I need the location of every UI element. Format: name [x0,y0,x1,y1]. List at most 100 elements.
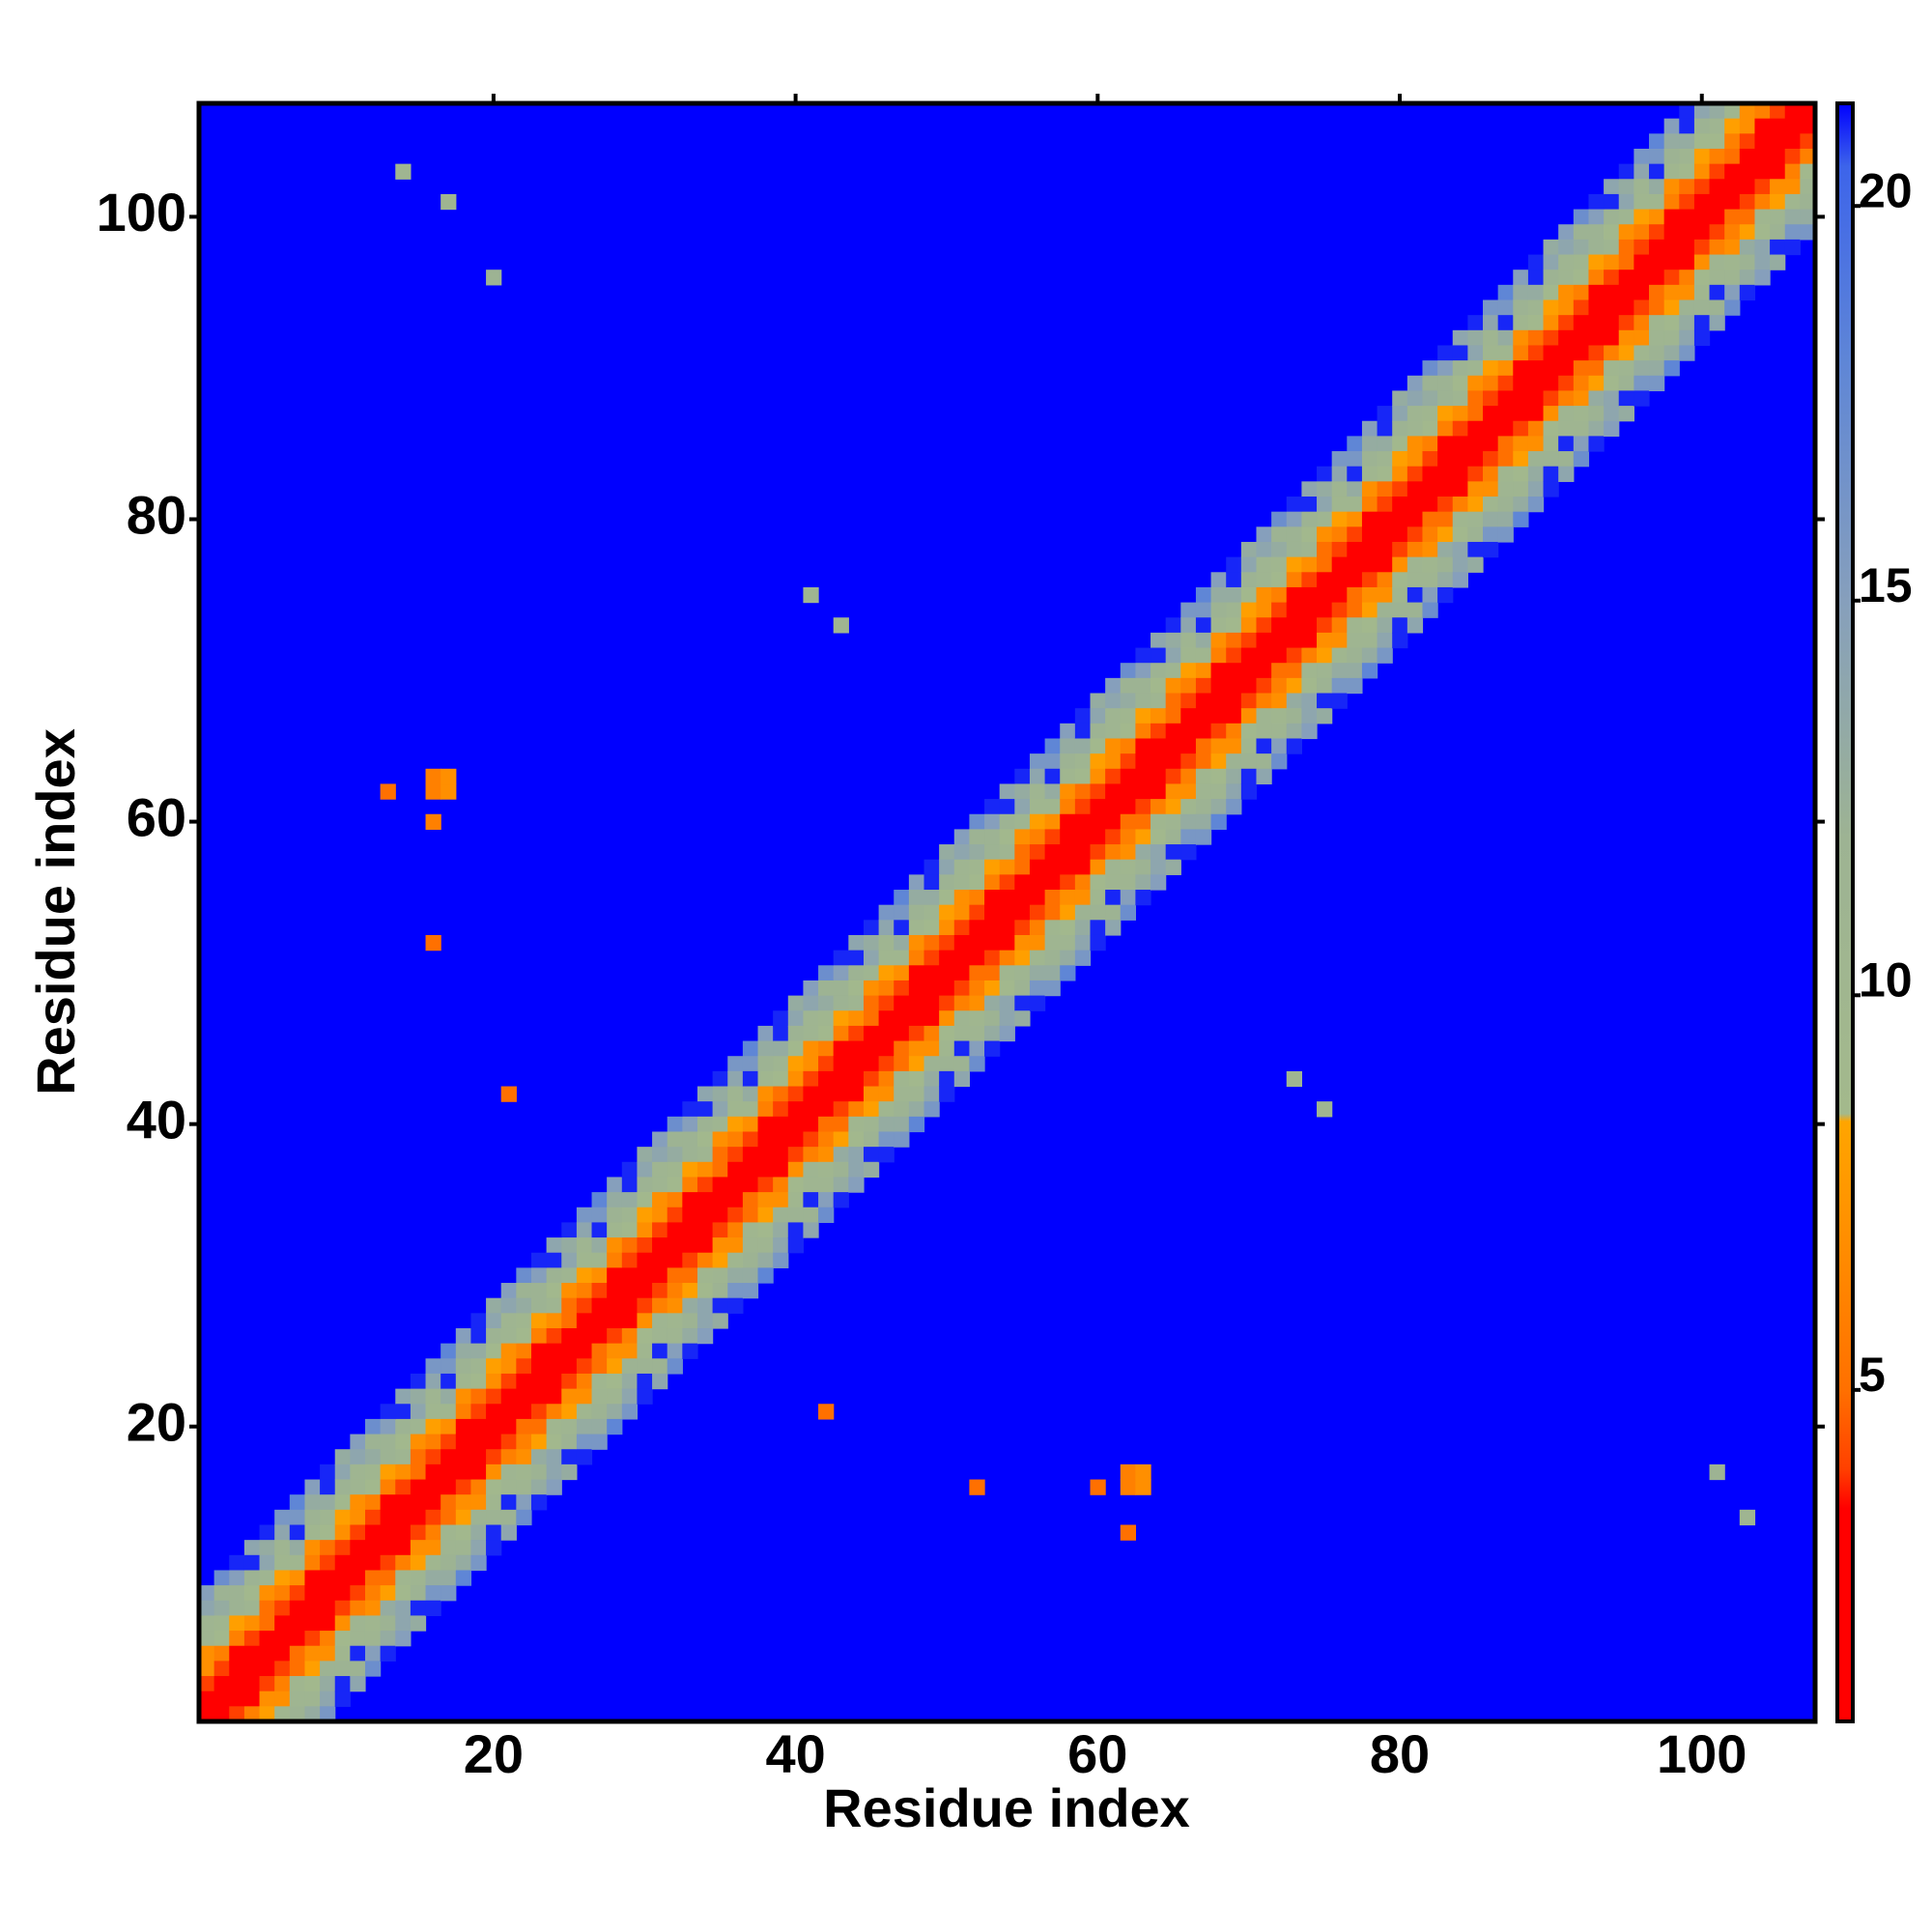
heatmap-cell [561,1449,578,1465]
heatmap-cell [1649,133,1665,150]
heatmap-cell [516,1404,532,1420]
y-axis-title: Residue index [25,728,86,1095]
heatmap-cell [1135,799,1151,815]
y-tick-label: 20 [127,1392,186,1453]
heatmap-cell [1709,239,1725,256]
heatmap-cell [818,1101,835,1118]
heatmap-cell [1663,179,1680,195]
heatmap-cell [818,1161,835,1179]
heatmap-cell [1483,466,1499,482]
heatmap-cell [1029,874,1046,891]
heatmap-cell [621,1252,639,1268]
heatmap-cell [1558,315,1575,331]
heatmap-cell [1014,904,1031,921]
heatmap-cell [1513,390,1529,407]
heatmap-cell [848,980,865,997]
heatmap-cell [1784,193,1801,211]
heatmap-cell [1679,315,1695,331]
heatmap-cell [863,1040,880,1057]
heatmap-cell [757,1056,774,1072]
heatmap-cell [1724,193,1741,211]
heatmap-cell [1135,768,1151,785]
heatmap-cell [486,1373,502,1390]
heatmap-cell [530,1418,548,1435]
heatmap-cell [243,1661,261,1677]
heatmap-cell [1392,466,1408,482]
heatmap-cell [1558,390,1575,407]
heatmap-cell [1271,632,1288,649]
heatmap-cell [1317,526,1333,543]
heatmap-cell [652,1222,668,1238]
heatmap-cell [682,1192,698,1208]
heatmap-cell [455,1343,472,1359]
heatmap-cell [1452,526,1468,543]
heatmap-cell [1135,693,1151,709]
heatmap-cell [1497,390,1514,407]
heatmap-cell [1497,406,1514,422]
heatmap-cell [350,1676,366,1692]
heatmap-cell [727,1222,744,1238]
heatmap-cell [1693,118,1711,134]
heatmap-cell [380,1600,396,1617]
heatmap-cell [1256,647,1272,664]
heatmap-cell [1800,209,1816,225]
heatmap-cell [591,1283,608,1299]
heatmap-cell [923,995,940,1011]
heatmap-cell [727,1297,744,1314]
heatmap-cell [1513,466,1529,482]
heatmap-cell [696,1252,714,1268]
heatmap-cell [984,904,1001,921]
heatmap-cell [1240,693,1258,709]
heatmap-cell [1513,345,1529,361]
heatmap-cell [274,1540,291,1556]
heatmap-cell [1105,904,1122,921]
heatmap-cell [1467,451,1484,468]
heatmap-cell [289,1524,306,1541]
heatmap-cell [607,1297,623,1314]
heatmap-cell [803,1131,819,1148]
heatmap-cell [1392,420,1408,437]
heatmap-cell [395,1404,412,1420]
heatmap-cell [425,1434,441,1450]
heatmap-cell [561,1283,578,1299]
heatmap-cell [350,1449,366,1465]
heatmap-cell [1331,677,1348,695]
heatmap-cell [1317,497,1333,513]
heatmap-cell [1180,708,1197,724]
heatmap-cell [1663,345,1680,361]
heatmap-cell [395,1494,412,1511]
heatmap-cell [1331,526,1348,543]
heatmap-cell [1151,647,1167,664]
heatmap-cell [1422,556,1438,573]
heatmap-cell [500,1388,517,1405]
heatmap-cell [425,768,441,785]
heatmap-cell [1331,572,1348,588]
heatmap-cell [848,934,865,952]
heatmap-cell [667,1207,683,1224]
heatmap-cell [803,1177,819,1193]
heatmap-cell [304,1631,321,1647]
heatmap-cell [1210,738,1227,754]
heatmap-cell [425,1494,441,1511]
heatmap-cell [470,1509,487,1526]
heatmap-cell [667,1177,683,1193]
heatmap-cell [1497,481,1514,497]
heatmap-cell [1271,663,1288,679]
heatmap-cell [1361,497,1378,513]
heatmap-cell [1301,541,1318,558]
heatmap-cell [1301,556,1318,573]
heatmap-cell [1014,920,1031,936]
heatmap-cell [696,1267,714,1284]
heatmap-cell [607,1327,623,1345]
heatmap-cell [1120,904,1137,921]
heatmap-cell [1543,406,1559,422]
heatmap-cell [712,1161,728,1179]
heatmap-cell [1195,647,1212,664]
heatmap-cell [440,1434,457,1450]
heatmap-cell [757,1237,774,1254]
heatmap-cell [696,1192,714,1208]
heatmap-cell [1452,541,1468,558]
heatmap-cell [320,1540,336,1556]
heatmap-cell [530,1463,548,1481]
heatmap-cell [1392,602,1408,618]
